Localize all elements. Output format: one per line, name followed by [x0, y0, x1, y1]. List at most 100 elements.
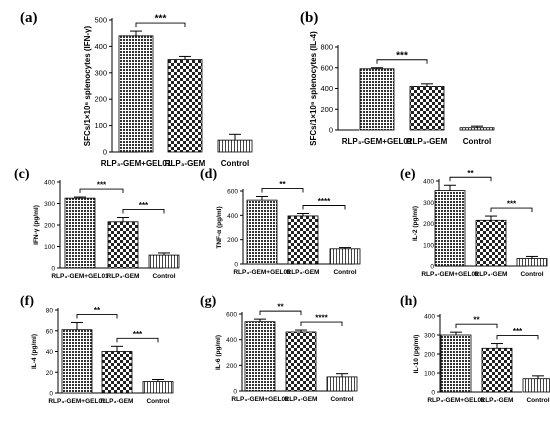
y-tick-label: 200: [226, 363, 237, 370]
panel-label: (h): [400, 294, 417, 309]
panel-label: (e): [400, 167, 416, 182]
category-label: RLP₃-GEM+GEL01: [427, 397, 485, 404]
y-axis-title: IL-2 (pg/ml): [412, 206, 419, 241]
y-tick-label: 100: [94, 121, 107, 130]
panel-label: (a): [20, 10, 38, 26]
y-tick-label: 400: [94, 42, 107, 51]
y-axis-title: IL-4 (pg/ml): [31, 334, 38, 369]
category-label: Control: [330, 396, 353, 403]
significance-bracket: [496, 335, 539, 340]
panel-label: (b): [300, 10, 318, 26]
chart-panel-g: (g) 0 200 400 600 IL-6 (pg/ml) RLP₃-GEM+GEL01R…: [200, 294, 358, 403]
category-label: RLP₃-GEM: [165, 159, 206, 168]
significance-bracket: [79, 188, 124, 194]
category-label: Control: [221, 159, 249, 168]
bar-rlp3-gem: [481, 347, 513, 393]
significance-bracket: [122, 209, 165, 214]
y-tick-label: 400: [320, 84, 333, 93]
y-tick-label: 200: [227, 237, 238, 244]
significance-label: ***: [396, 50, 408, 61]
category-label: RLP₃-GEM+GEL01: [48, 398, 106, 405]
significance-label: ****: [318, 197, 331, 206]
category-label: Control: [526, 397, 549, 404]
significance-bracket: [302, 205, 346, 210]
significance-label: ***: [507, 200, 517, 209]
bar-rlp3-gem-gel01: [434, 190, 466, 267]
y-tick-label: 400: [423, 179, 434, 186]
category-label: Control: [463, 137, 491, 146]
significance-bracket: [135, 22, 186, 28]
y-tick-label: 0: [234, 262, 238, 269]
bar-rlp3-gem-gel01: [64, 197, 96, 269]
y-tick-label: 500: [94, 16, 107, 25]
chart-panel-h: (h) 0 100 200 300 400 IL-10 (pg/ml) RLP₃-GEM+GE…: [400, 294, 550, 404]
y-tick-label: 300: [424, 333, 435, 340]
category-label: RLP₃-GEM: [285, 396, 318, 403]
panel-label: (c): [14, 167, 30, 182]
category-label: Control: [152, 273, 175, 280]
y-axis-title: SFCs/1×10⁶ splenocytes (IL-4): [309, 31, 318, 146]
y-tick-label: 0: [49, 391, 53, 398]
category-label: RLP₃-GEM+GEL01: [231, 396, 289, 403]
bar-rlp3-gem-gel01: [440, 334, 472, 393]
y-tick-label: 0: [329, 126, 333, 135]
bar-control: [142, 381, 174, 394]
category-label: Control: [333, 269, 356, 276]
bar-rlp3-gem: [167, 59, 203, 153]
significance-bracket: [259, 310, 302, 316]
category-label: RLP₃-GEM+GEL01: [101, 159, 172, 168]
y-tick-label: 100: [424, 371, 435, 378]
y-axis-title: TNF-α (pg/ml): [216, 206, 223, 248]
category-label: RLP₃-GEM: [481, 397, 514, 404]
significance-label: ***: [97, 181, 107, 190]
y-tick-label: 100: [423, 242, 434, 249]
chart-panel-f: (f) 0 20 40 60 80 IL-4 (pg/ml) RLP₃-GEM+GEL01RL…: [20, 294, 174, 405]
panel-label: (d): [200, 167, 217, 182]
y-tick-label: 200: [94, 95, 107, 104]
bar-rlp3-gem-gel01: [244, 321, 276, 392]
y-tick-label: 200: [320, 105, 333, 114]
significance-bracket: [455, 323, 498, 329]
bar-rlp3-gem: [409, 86, 445, 131]
bar-control: [148, 254, 180, 269]
significance-label: **: [467, 169, 474, 178]
significance-label: **: [94, 306, 101, 315]
y-tick-label: 600: [320, 63, 333, 72]
y-axis-title: IL-6 (pg/ml): [215, 335, 222, 370]
y-tick-label: 100: [44, 244, 55, 251]
chart-panel-e: (e) 0 100 200 300 400 IL-2 (pg/ml) RLP₃-GEM+GEL…: [400, 167, 548, 278]
y-tick-label: 0: [233, 389, 237, 396]
category-label: Control: [146, 398, 169, 405]
y-tick-label: 200: [424, 352, 435, 359]
significance-label: **: [279, 180, 286, 189]
y-tick-label: 0: [431, 390, 435, 397]
significance-bracket: [261, 188, 304, 193]
y-axis-title: IL-10 (pg/ml): [413, 335, 420, 374]
bar-rlp3-gem-gel01: [118, 35, 154, 153]
y-tick-label: 20: [46, 370, 54, 377]
category-label: RLP₃-GEM: [107, 273, 140, 280]
bar-rlp3-gem: [285, 331, 317, 392]
panel-label: (g): [200, 294, 217, 309]
y-tick-label: 400: [227, 213, 238, 220]
significance-label: ***: [139, 201, 149, 210]
category-label: Control: [520, 271, 543, 278]
significance-bracket: [490, 207, 533, 213]
category-label: RLP₃-GEM: [407, 137, 448, 146]
y-tick-label: 400: [44, 180, 55, 187]
bar-control: [522, 378, 550, 393]
bar-rlp3-gem-gel01: [61, 329, 93, 394]
y-tick-label: 600: [227, 189, 238, 196]
significance-label: ***: [133, 330, 143, 339]
y-tick-label: 200: [423, 221, 434, 228]
y-tick-label: 200: [44, 223, 55, 230]
bar-control: [459, 127, 495, 131]
bar-rlp3-gem: [287, 215, 319, 265]
y-tick-label: 0: [430, 264, 434, 271]
y-tick-label: 0: [103, 148, 107, 157]
significance-label: ***: [513, 327, 523, 336]
bar-rlp3-gem-gel01: [359, 68, 395, 131]
y-tick-label: 300: [94, 68, 107, 77]
